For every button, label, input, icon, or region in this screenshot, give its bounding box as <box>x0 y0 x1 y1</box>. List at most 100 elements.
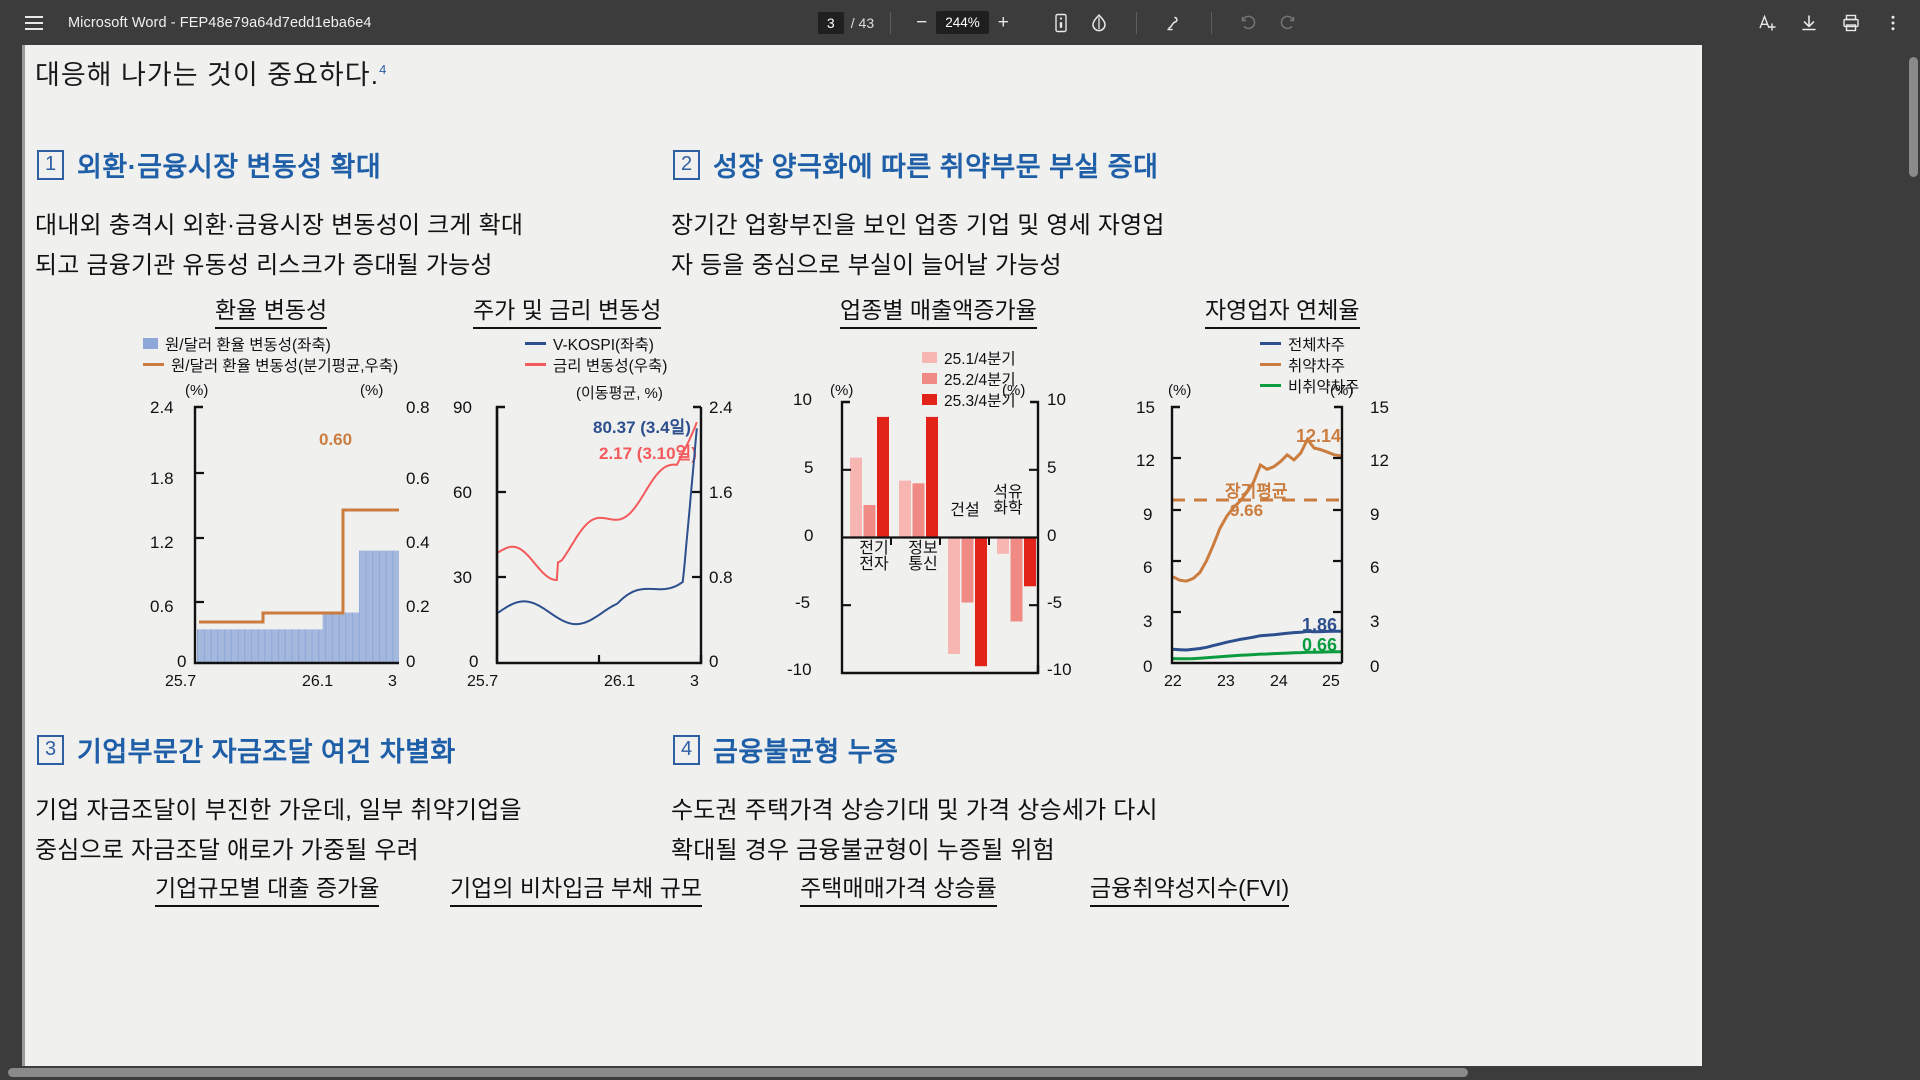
download-icon[interactable] <box>1792 6 1826 40</box>
chart-3-plot <box>840 400 1040 675</box>
chart-1-ytick-right: 0.8 <box>406 398 430 417</box>
chart-4-legend: 전체차주 취약차주 비취약차주 <box>1260 333 1359 396</box>
chart-1-ytick-right: 0.4 <box>406 533 430 552</box>
print-icon[interactable] <box>1834 6 1868 40</box>
page-navigation: 3 / 43 − 244% + <box>817 11 1018 34</box>
chart-4-ytick-left: 0 <box>1143 657 1153 676</box>
add-annotation-icon[interactable] <box>1750 6 1784 40</box>
legend-swatch-box <box>922 373 937 384</box>
vertical-scrollbar[interactable] <box>1906 45 1920 1080</box>
toolbar-actions <box>1750 6 1910 40</box>
chart-4-right-unit: (%) <box>1330 382 1354 399</box>
chart-1-xtick: 3 <box>388 673 397 690</box>
highlight-icon[interactable] <box>1157 6 1191 40</box>
chart-4-title: 자영업자 연체율 <box>1205 291 1360 329</box>
toolbar-divider-3 <box>1210 11 1212 34</box>
legend-swatch-line <box>525 362 546 367</box>
top-toolbar: Microsoft Word - FEP48e79a64d7edd1eba6e4… <box>0 0 1920 45</box>
chart-3-right-unit: (%) <box>1002 382 1026 399</box>
chart-2-ytick-left: 30 <box>453 568 472 587</box>
chart-3-ytick-right: 0 <box>1047 526 1057 545</box>
chart-3-ytick-right: -5 <box>1047 593 1063 612</box>
section-heading-3: 3 기업부문간 자금조달 여건 차별화 <box>37 730 456 769</box>
chart-3-category-label: 건설 <box>950 502 980 519</box>
section-number-4: 4 <box>673 734 700 765</box>
horizontal-scrollbar-thumb[interactable] <box>8 1068 1468 1077</box>
chart-2-ytick-right: 0.8 <box>709 568 733 587</box>
fit-page-icon[interactable] <box>1044 6 1078 40</box>
chart-2-annotation-kospi: 80.37 (3.4일) <box>593 418 691 437</box>
vertical-scrollbar-thumb[interactable] <box>1909 57 1918 177</box>
rotate-icon[interactable] <box>1082 6 1116 40</box>
chart-2-xtick: 25.7 <box>467 673 499 690</box>
legend-swatch-line <box>1260 383 1281 388</box>
legend-swatch-line <box>525 341 546 346</box>
footnote-marker: 4 <box>379 62 388 77</box>
chart-4-xtick: 24 <box>1270 673 1288 690</box>
chart-4-reference-line-label: 장기평균 <box>1225 482 1288 501</box>
legend-item: 원/달러 환율 변동성(분기평균,우축) <box>143 354 398 375</box>
legend-item: 취약차주 <box>1260 354 1359 375</box>
legend-item: 원/달러 환율 변동성(좌축) <box>143 333 398 354</box>
chart-2-annotation-rate: 2.17 (3.10일) <box>599 444 697 463</box>
hamburger-icon[interactable] <box>12 0 56 45</box>
chart-3-category-label: 석유 화학 <box>993 484 1023 518</box>
chart-2-ytick-right: 0 <box>709 652 719 671</box>
chart-1-ytick-right: 0 <box>406 652 416 671</box>
chart-1-ytick-left: 2.4 <box>150 398 174 417</box>
chart-1-ytick-left: 0.6 <box>150 597 174 616</box>
chart-2-xtick: 26.1 <box>604 673 636 690</box>
chart-1-plot <box>193 405 403 667</box>
lead-paragraph: 대응해 나가는 것이 중요하다.4 <box>35 53 387 92</box>
section-heading-4: 4 금융불균형 누증 <box>673 730 898 769</box>
current-page-input[interactable]: 3 <box>817 11 844 34</box>
legend-item: V-KOSPI(좌축) <box>525 333 667 354</box>
chart-3-title: 업종별 매출액증가율 <box>840 291 1037 329</box>
section-body-2-line-2: 자 등을 중심으로 부실이 늘어날 가능성 <box>671 252 1062 279</box>
legend-label: 전체차주 <box>1288 336 1346 354</box>
legend-label: 취약차주 <box>1288 357 1346 375</box>
zoom-level-value[interactable]: 244% <box>936 11 989 34</box>
legend-item: 25.1/4분기 <box>922 347 1016 368</box>
legend-swatch-line <box>1260 341 1281 346</box>
lead-paragraph-text: 대응해 나가는 것이 중요하다. <box>35 60 380 90</box>
chart-2-ytick-left: 0 <box>469 652 479 671</box>
redo-icon[interactable] <box>1270 6 1304 40</box>
chart-1-ytick-left: 0 <box>177 652 187 671</box>
chart-4-xtick: 25 <box>1322 673 1340 690</box>
chart-3-ytick-left: -10 <box>787 660 812 679</box>
chart-2-sub-unit: (이동평균, %) <box>576 385 663 402</box>
section-number-1: 1 <box>37 149 64 180</box>
chart-3-ytick-right: 5 <box>1047 458 1057 477</box>
chart-4-endpoint-label-nonvulnerable: 0.66 <box>1302 635 1338 655</box>
legend-label: 원/달러 환율 변동성(좌축) <box>165 336 331 354</box>
legend-swatch-box <box>922 352 937 363</box>
document-viewer[interactable]: 대응해 나가는 것이 중요하다.4 1 외환·금융시장 변동성 확대 대내외 충… <box>0 45 1920 1080</box>
horizontal-scrollbar[interactable] <box>0 1066 1906 1080</box>
toolbar-divider-2 <box>1135 11 1137 34</box>
chart-4-ytick-right: 9 <box>1370 505 1380 524</box>
chart-1-xtick: 26.1 <box>302 673 334 690</box>
chart-3-category-label: 전기 전자 <box>859 540 889 574</box>
chart-3-ytick-left: 10 <box>793 390 812 409</box>
chart-4-xtick: 22 <box>1164 673 1182 690</box>
more-options-icon[interactable] <box>1876 6 1910 40</box>
zoom-out-button[interactable]: − <box>916 12 928 33</box>
legend-label: 25.3/4분기 <box>944 392 1016 410</box>
section-body-1-line-1: 대내외 충격시 외환·금융시장 변동성이 크게 확대 <box>35 212 524 239</box>
legend-item: 25.2/4분기 <box>922 368 1016 389</box>
section-title-2: 성장 양극화에 따른 취약부문 부실 증대 <box>713 152 1159 182</box>
toolbar-tools <box>1044 6 1304 40</box>
legend-swatch-box <box>922 394 937 405</box>
chart-1-title: 환율 변동성 <box>215 291 328 329</box>
section-body-3-line-1: 기업 자금조달이 부진한 가운데, 일부 취약기업을 <box>35 797 522 824</box>
chart-3-ytick-right: 10 <box>1047 390 1066 409</box>
section-body-2-line-1: 장기간 업황부진을 보인 업종 기업 및 영세 자영업 <box>671 212 1165 239</box>
section-heading-1: 1 외환·금융시장 변동성 확대 <box>37 145 381 184</box>
legend-label: V-KOSPI(좌축) <box>553 336 654 354</box>
zoom-in-button[interactable]: + <box>997 12 1009 33</box>
undo-icon[interactable] <box>1232 6 1266 40</box>
bottom-chart-title-4: 금융취약성지수(FVI) <box>1090 869 1290 907</box>
section-title-4: 금융불균형 누증 <box>713 737 899 767</box>
legend-swatch-line <box>143 362 164 367</box>
